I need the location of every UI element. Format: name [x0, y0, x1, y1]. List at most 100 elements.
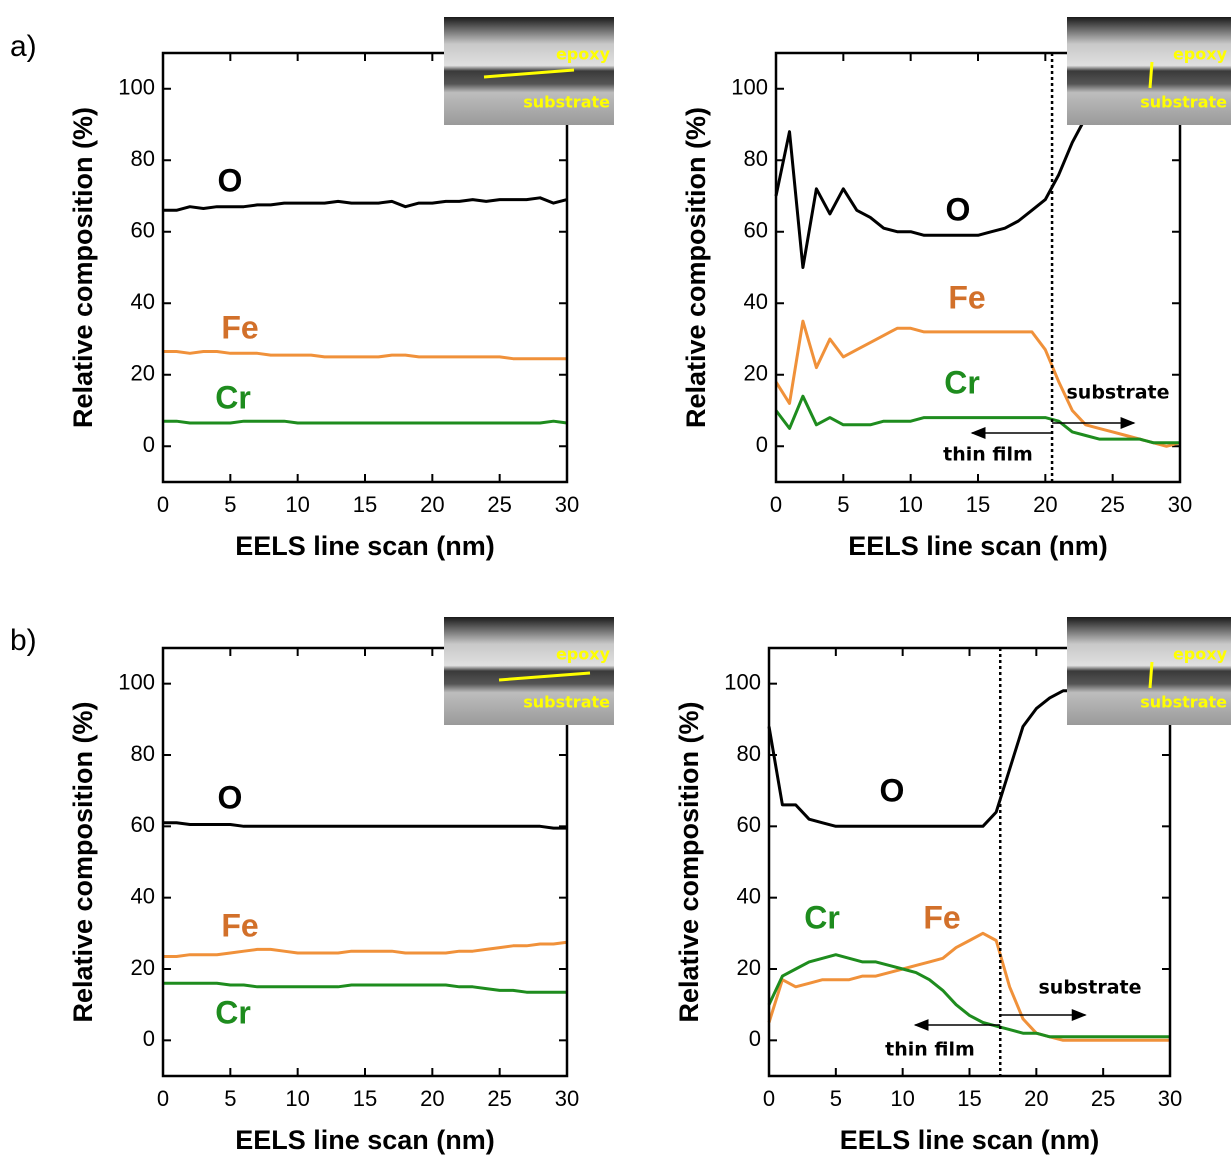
plot-frame — [767, 646, 1172, 1078]
data-line — [163, 981, 567, 994]
x-tick-label: 0 — [157, 1086, 169, 1111]
y-axis-title: Relative composition (%) — [68, 107, 98, 428]
y-tick-label: 40 — [131, 289, 155, 314]
x-axis-title: EELS line scan (nm) — [235, 531, 495, 561]
x-tick-label: 15 — [957, 1086, 981, 1111]
y-tick-label: 100 — [118, 75, 155, 100]
y-tick-label: 80 — [737, 741, 761, 766]
x-tick-label: 30 — [1158, 1086, 1182, 1111]
y-tick-label: 0 — [143, 432, 155, 457]
x-tick-label: 5 — [830, 1086, 842, 1111]
annotation: substrate — [1039, 977, 1142, 999]
y-tick-label: 100 — [731, 75, 768, 100]
y-tick-label: 20 — [737, 955, 761, 980]
chart: 0 20 40 60 80 100 0 5 10 15 20 25 30 EELS line scan (… — [68, 617, 614, 1155]
x-tick-label: 30 — [555, 492, 579, 517]
y-tick-label: 40 — [737, 883, 761, 908]
series-label: Fe — [948, 279, 985, 315]
panel-label: b) — [10, 624, 37, 657]
y-tick-label: 0 — [749, 1026, 761, 1051]
inset-image — [444, 617, 614, 725]
x-tick-label: 20 — [420, 492, 444, 517]
data-line — [163, 821, 567, 830]
panel-label: a) — [10, 30, 37, 63]
x-tick-label: 5 — [224, 492, 236, 517]
y-tick-label: 20 — [131, 955, 155, 980]
x-tick-label: 0 — [770, 492, 782, 517]
data-line — [767, 931, 1170, 1042]
annotation: substrate — [1067, 382, 1170, 404]
x-tick-label: 20 — [1033, 492, 1057, 517]
series-label: O — [880, 772, 905, 808]
data-line — [767, 953, 1170, 1039]
x-tick-label: 30 — [555, 1086, 579, 1111]
y-axis-title: Relative composition (%) — [68, 701, 98, 1022]
y-axis-title: Relative composition (%) — [681, 107, 711, 428]
y-tick-label: 0 — [143, 1026, 155, 1051]
y-tick-label: 60 — [744, 218, 768, 243]
inset-image — [1067, 617, 1231, 725]
x-axis-title: EELS line scan (nm) — [848, 531, 1108, 561]
x-tick-label: 25 — [1100, 492, 1124, 517]
chart: 0 20 40 60 80 100 0 5 10 15 20 25 30 EELS line scan (… — [681, 17, 1231, 561]
y-tick-label: 60 — [737, 812, 761, 837]
y-tick-label: 80 — [744, 146, 768, 171]
data-line — [163, 196, 568, 212]
y-tick-label: 40 — [744, 289, 768, 314]
inset-label: epoxy — [556, 645, 611, 664]
inset-label: epoxy — [1173, 45, 1228, 64]
inset-label: substrate — [1140, 693, 1227, 712]
y-tick-label: 20 — [744, 361, 768, 386]
y-tick-label: 100 — [118, 669, 155, 694]
data-line — [163, 419, 568, 425]
x-tick-label: 5 — [837, 492, 849, 517]
x-tick-label: 0 — [157, 492, 169, 517]
y-tick-label: 40 — [131, 883, 155, 908]
chart: 0 20 40 60 80 100 0 5 10 15 20 25 30 EELS line scan (… — [674, 617, 1231, 1155]
series-label: Cr — [215, 994, 251, 1030]
inset-label: epoxy — [556, 45, 611, 64]
inset-label: substrate — [523, 93, 610, 112]
x-tick-label: 20 — [420, 1086, 444, 1111]
x-tick-label: 25 — [487, 1086, 511, 1111]
y-tick-label: 60 — [131, 218, 155, 243]
data-line — [163, 350, 567, 361]
x-tick-label: 10 — [285, 1086, 309, 1111]
x-tick-label: 25 — [487, 492, 511, 517]
y-axis-title: Relative composition (%) — [674, 701, 704, 1022]
x-tick-label: 0 — [763, 1086, 775, 1111]
plot-frame — [161, 646, 569, 1078]
inset-scan-line — [483, 68, 575, 79]
series-label: Fe — [221, 907, 258, 943]
series-label: O — [218, 779, 243, 815]
inset-label: substrate — [1140, 93, 1227, 112]
y-tick-label: 80 — [131, 146, 155, 171]
x-tick-label: 10 — [898, 492, 922, 517]
inset-label: epoxy — [1173, 645, 1228, 664]
annotation: thin film — [943, 444, 1033, 466]
x-tick-label: 10 — [285, 492, 309, 517]
data-line — [163, 940, 568, 958]
x-tick-label: 30 — [1168, 492, 1192, 517]
plot-frame — [774, 51, 1182, 484]
inset-image — [1067, 17, 1231, 125]
y-tick-label: 60 — [131, 812, 155, 837]
x-tick-label: 10 — [890, 1086, 914, 1111]
inset-scan-line — [1148, 661, 1154, 689]
series-label: Fe — [221, 309, 258, 345]
y-tick-label: 20 — [131, 361, 155, 386]
series-label: O — [946, 191, 971, 227]
series-label: Cr — [944, 364, 980, 400]
x-axis-title: EELS line scan (nm) — [840, 1125, 1100, 1155]
data-line — [774, 394, 1180, 445]
x-axis-title: EELS line scan (nm) — [235, 1125, 495, 1155]
inset-scan-line — [498, 671, 591, 682]
plot-frame — [161, 51, 569, 484]
x-tick-label: 5 — [224, 1086, 236, 1111]
x-tick-label: 15 — [966, 492, 990, 517]
y-tick-label: 100 — [724, 669, 761, 694]
x-tick-label: 25 — [1091, 1086, 1115, 1111]
series-label: Fe — [923, 899, 960, 935]
series-label: O — [218, 162, 243, 198]
